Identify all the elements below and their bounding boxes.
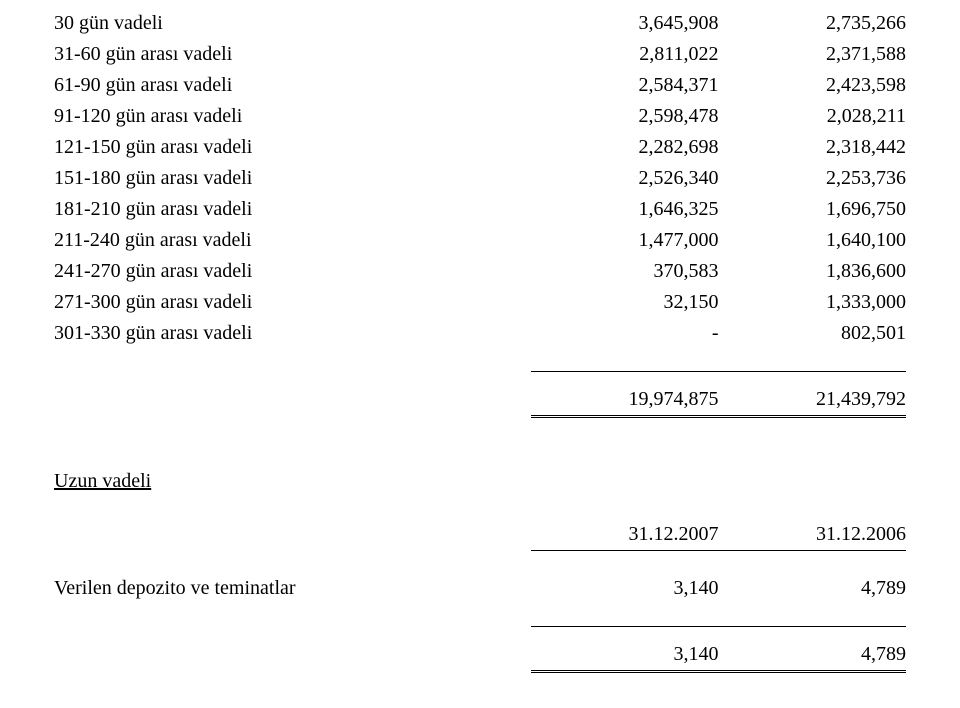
longterm-date-header: 31.12.2007 31.12.2006 <box>54 519 906 551</box>
table-row: 241-270 gün arası vadeli 370,583 1,836,6… <box>54 256 906 287</box>
spacer <box>54 349 906 372</box>
maturity-value-1: 2,282,698 <box>531 132 718 163</box>
longterm-heading-row: Uzun vadeli <box>54 466 906 497</box>
maturity-value-2: 2,318,442 <box>719 132 906 163</box>
longterm-heading: Uzun vadeli <box>54 470 151 492</box>
table-row: Verilen depozito ve teminatlar 3,140 4,7… <box>54 573 906 604</box>
maturity-label: 30 gün vadeli <box>54 8 531 39</box>
spacer <box>54 424 906 466</box>
maturity-value-2: 1,696,750 <box>719 194 906 225</box>
maturity-label: 151-180 gün arası vadeli <box>54 163 531 194</box>
maturity-value-1: 2,526,340 <box>531 163 718 194</box>
table-row: 211-240 gün arası vadeli 1,477,000 1,640… <box>54 225 906 256</box>
maturity-value-1: 370,583 <box>531 256 718 287</box>
longterm-row-v1: 3,140 <box>531 573 718 604</box>
spacer <box>54 372 906 385</box>
maturity-value-2: 1,836,600 <box>719 256 906 287</box>
longterm-total-2: 4,789 <box>719 639 906 672</box>
maturity-value-1: 2,584,371 <box>531 70 718 101</box>
spacer <box>54 497 906 519</box>
table-row: 61-90 gün arası vadeli 2,584,371 2,423,5… <box>54 70 906 101</box>
maturity-label: 211-240 gün arası vadeli <box>54 225 531 256</box>
maturity-total-2: 21,439,792 <box>719 384 906 417</box>
maturity-value-2: 2,371,588 <box>719 39 906 70</box>
spacer <box>54 627 906 640</box>
table-row: 30 gün vadeli 3,645,908 2,735,266 <box>54 8 906 39</box>
maturity-value-1: 3,645,908 <box>531 8 718 39</box>
maturity-label: 241-270 gün arası vadeli <box>54 256 531 287</box>
maturity-value-2: 2,735,266 <box>719 8 906 39</box>
table-row: 181-210 gün arası vadeli 1,646,325 1,696… <box>54 194 906 225</box>
maturity-value-1: 2,811,022 <box>531 39 718 70</box>
longterm-total-1: 3,140 <box>531 639 718 672</box>
maturity-value-2: 2,423,598 <box>719 70 906 101</box>
spacer <box>54 604 906 627</box>
maturity-label: 31-60 gün arası vadeli <box>54 39 531 70</box>
date-header-2: 31.12.2006 <box>719 519 906 551</box>
maturity-value-1: - <box>531 318 718 349</box>
table-row: 31-60 gün arası vadeli 2,811,022 2,371,5… <box>54 39 906 70</box>
longterm-row-v2: 4,789 <box>719 573 906 604</box>
maturity-label: 61-90 gün arası vadeli <box>54 70 531 101</box>
maturity-value-1: 1,477,000 <box>531 225 718 256</box>
maturity-label: 301-330 gün arası vadeli <box>54 318 531 349</box>
double-rule <box>54 417 906 425</box>
table-row: 301-330 gün arası vadeli - 802,501 <box>54 318 906 349</box>
table-row: 91-120 gün arası vadeli 2,598,478 2,028,… <box>54 101 906 132</box>
table-row: 151-180 gün arası vadeli 2,526,340 2,253… <box>54 163 906 194</box>
maturity-label: 91-120 gün arası vadeli <box>54 101 531 132</box>
maturity-table: 30 gün vadeli 3,645,908 2,735,266 31-60 … <box>54 8 906 679</box>
maturity-label: 121-150 gün arası vadeli <box>54 132 531 163</box>
maturity-label: 271-300 gün arası vadeli <box>54 287 531 318</box>
maturity-value-1: 2,598,478 <box>531 101 718 132</box>
spacer <box>54 551 906 574</box>
longterm-row-label: Verilen depozito ve teminatlar <box>54 573 531 604</box>
maturity-value-2: 2,028,211 <box>719 101 906 132</box>
table-row: 271-300 gün arası vadeli 32,150 1,333,00… <box>54 287 906 318</box>
maturity-label: 181-210 gün arası vadeli <box>54 194 531 225</box>
date-header-1: 31.12.2007 <box>531 519 718 551</box>
maturity-value-2: 802,501 <box>719 318 906 349</box>
maturity-total-1: 19,974,875 <box>531 384 718 417</box>
maturity-value-2: 2,253,736 <box>719 163 906 194</box>
maturity-value-1: 1,646,325 <box>531 194 718 225</box>
longterm-total-row: 3,140 4,789 <box>54 639 906 672</box>
table-row: 121-150 gün arası vadeli 2,282,698 2,318… <box>54 132 906 163</box>
maturity-value-2: 1,640,100 <box>719 225 906 256</box>
page: 30 gün vadeli 3,645,908 2,735,266 31-60 … <box>0 0 960 679</box>
maturity-value-2: 1,333,000 <box>719 287 906 318</box>
maturity-value-1: 32,150 <box>531 287 718 318</box>
double-rule <box>54 672 906 680</box>
maturity-total-label <box>54 384 531 417</box>
maturity-total-row: 19,974,875 21,439,792 <box>54 384 906 417</box>
